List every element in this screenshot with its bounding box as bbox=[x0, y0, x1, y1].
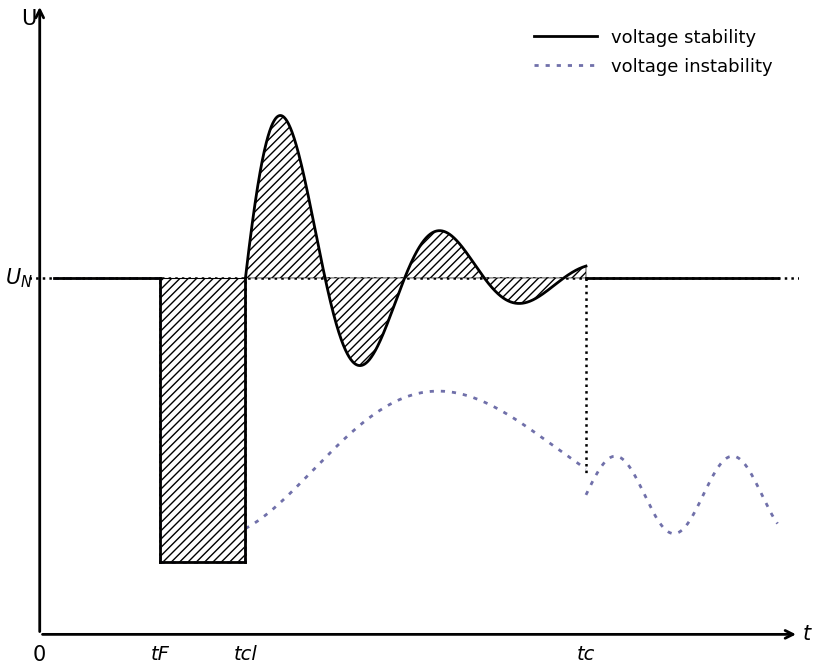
Text: 0: 0 bbox=[33, 645, 46, 665]
Text: U: U bbox=[21, 9, 36, 30]
Text: tc: tc bbox=[577, 645, 595, 664]
Polygon shape bbox=[160, 278, 246, 562]
Legend: voltage stability, voltage instability: voltage stability, voltage instability bbox=[525, 19, 782, 85]
Text: tcl: tcl bbox=[234, 645, 257, 664]
Text: $U_N$: $U_N$ bbox=[5, 266, 33, 290]
Text: tF: tF bbox=[151, 645, 170, 664]
Text: t: t bbox=[803, 625, 811, 644]
